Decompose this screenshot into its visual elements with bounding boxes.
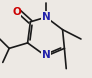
Text: N: N xyxy=(42,12,50,22)
Text: N: N xyxy=(42,50,50,60)
Text: O: O xyxy=(12,7,21,17)
